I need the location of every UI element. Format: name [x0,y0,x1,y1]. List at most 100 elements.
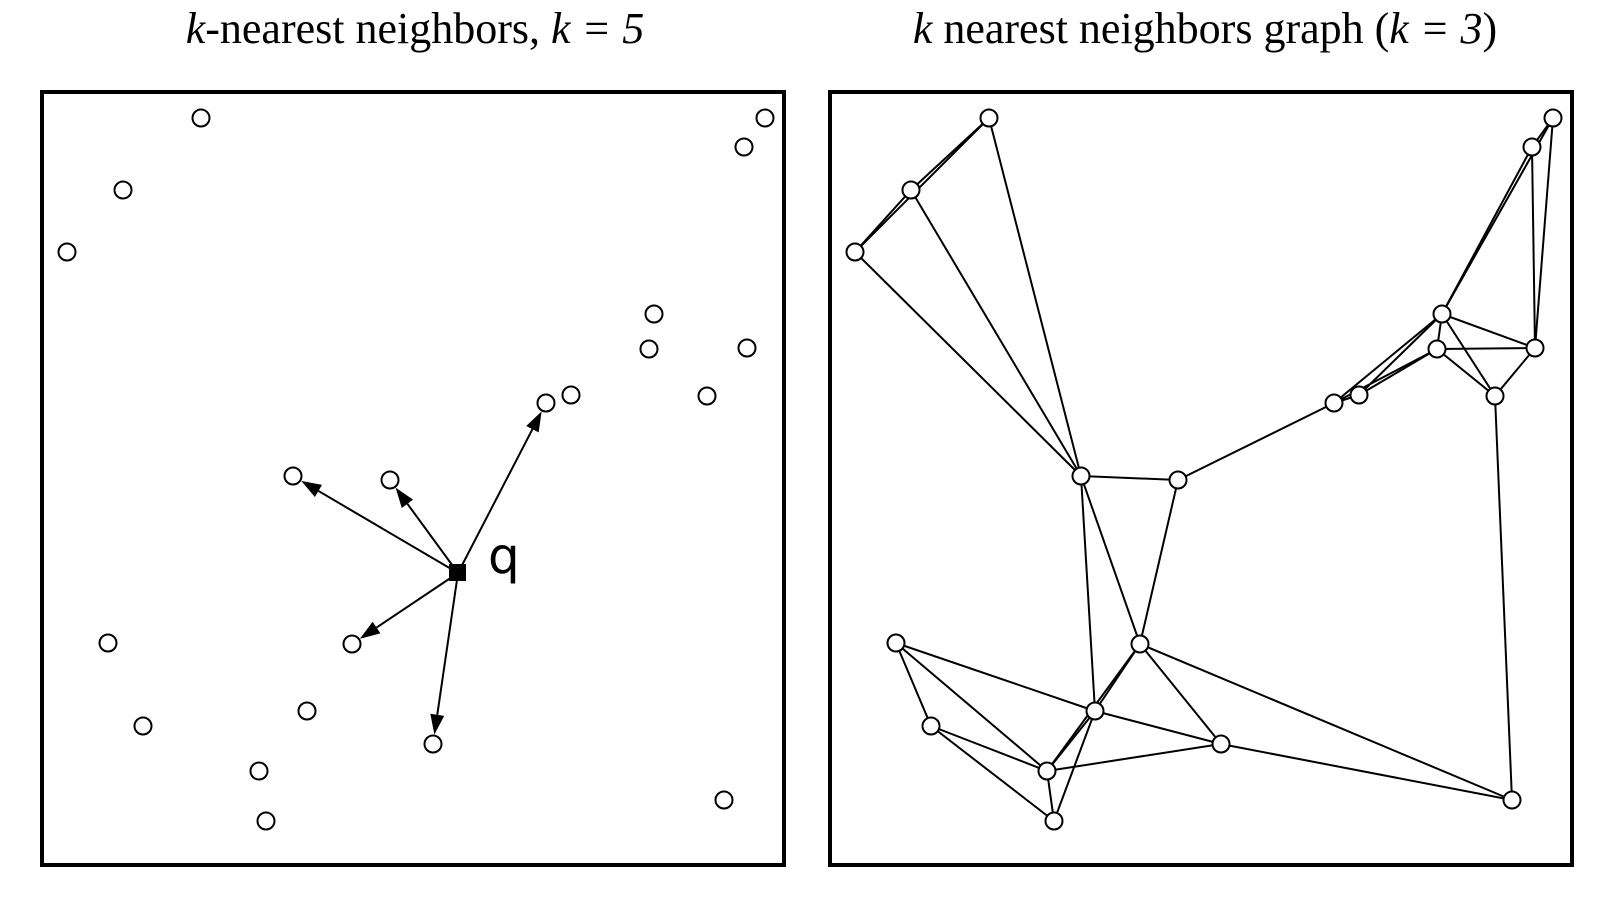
data-point [57,242,77,262]
graph-node [1349,385,1369,405]
neighbor-arrow-head [395,487,414,508]
right-title-text: nearest neighbors graph ( [932,4,1390,53]
graph-node [1543,108,1563,128]
data-point [423,734,443,754]
left-title-text: -nearest neighbors, [205,4,552,53]
left-panel-title: k-nearest neighbors, k = 5 [40,0,790,60]
right-edges [854,117,1554,822]
graph-node [1168,470,1188,490]
graph-edge [895,642,932,727]
graph-edge [854,189,912,253]
graph-node [1522,137,1542,157]
graph-edge [895,642,1048,772]
neighbor-arrow-shaft [436,572,459,715]
graph-node [1071,466,1091,486]
graph-edge [1531,146,1536,349]
neighbor-arrow-shaft [317,490,459,574]
graph-node [1130,634,1150,654]
graph-node [1044,811,1064,831]
right-panel-frame [828,90,1574,867]
data-point [297,701,317,721]
graph-node [979,108,999,128]
query-point [449,564,466,581]
graph-edge [1494,395,1513,801]
graph-edge [1094,710,1222,745]
graph-edge [1494,347,1536,397]
left-panel-frame [40,90,786,867]
data-point [734,137,754,157]
neighbor-arrow-shaft [406,503,459,574]
graph-edge [895,642,1096,712]
graph-node [845,242,865,262]
graph-edge [1534,117,1554,349]
data-point [714,790,734,810]
data-point [133,716,153,736]
graph-node [1525,338,1545,358]
right-title-equation: k = 3 [1389,4,1483,53]
data-point [283,466,303,486]
right-points [845,108,1563,831]
graph-edge [1441,313,1536,349]
data-point [380,470,400,490]
graph-edge [1046,710,1096,772]
graph-node [901,180,921,200]
graph-edge [1139,643,1222,745]
neighbor-arrow-shaft [375,572,459,629]
data-point [536,393,556,413]
graph-edge [1441,313,1496,397]
graph-node [1037,761,1057,781]
graph-edge [1333,348,1438,404]
data-point [644,304,664,324]
graph-node [1324,393,1344,413]
left-panel: q [40,90,786,867]
graph-edge [1139,479,1179,645]
graph-node [886,633,906,653]
data-point [697,386,717,406]
left-points [57,108,775,831]
data-point [191,108,211,128]
graph-edge [1436,347,1536,350]
neighbor-arrow-head [526,411,542,433]
graph-node [1485,386,1505,406]
graph-edge [988,117,1082,477]
graph-edge [910,189,1082,477]
graph-edge [1177,402,1335,481]
graph-edge [1436,348,1496,397]
graph-edge [1441,146,1533,315]
graph-edge [1080,475,1096,712]
left-arrows [301,411,542,735]
graph-node [1432,304,1452,324]
data-point [249,761,269,781]
neighbor-arrow-head [430,713,445,735]
data-point [342,634,362,654]
data-point [561,385,581,405]
right-title-k: k [912,4,933,53]
graph-node [1085,701,1105,721]
graph-edge [930,725,1055,822]
graph-edge [930,725,1048,772]
query-label: q [488,527,520,585]
data-point [755,108,775,128]
left-title-k: k [185,4,206,53]
graph-node [1427,339,1447,359]
left-title-equation: k = 5 [551,4,645,53]
neighbor-arrow-head [359,621,381,639]
graph-edge [1080,475,1141,645]
data-point [737,338,757,358]
neighbor-arrow-shaft [457,428,534,574]
graph-edge [1333,313,1443,404]
graph-node [921,716,941,736]
data-point [639,339,659,359]
neighbor-arrow-head [301,480,322,497]
graph-edge [1220,743,1513,801]
data-point [256,811,276,831]
graph-edge [854,251,1082,477]
right-panel-title: k nearest neighbors graph (k = 3) [830,0,1580,60]
graph-edge [854,117,990,253]
graph-edge [1080,475,1179,481]
right-title-close: ) [1482,4,1498,53]
data-point [113,180,133,200]
graph-edge [1358,313,1443,396]
graph-node [1502,790,1522,810]
data-point [98,633,118,653]
